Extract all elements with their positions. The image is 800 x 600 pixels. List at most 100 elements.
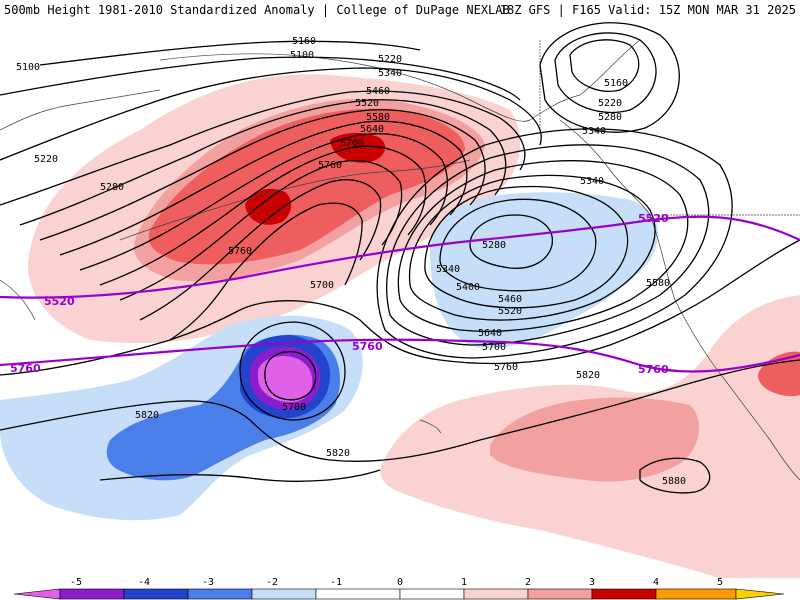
contour-label: 5340 [580,176,604,187]
legend-swatch-neg2 [251,588,317,600]
coastline-alaska [159,39,641,122]
legend-tick: 4 [653,577,659,588]
contour-5820-main [0,359,800,462]
contour-label: 5220 [378,54,402,65]
contour-5580-low [386,144,710,346]
coastline-russia [0,89,161,321]
contour-label: 5280 [598,112,622,123]
legend-tick: 1 [461,577,467,588]
anomaly-legend: -5 -4 -3 -2 -1 0 1 2 3 4 5 [13,577,785,600]
coastline-us-west [649,214,800,481]
contour-5640-low [376,128,733,359]
legend-swatch-pos0 [399,588,465,600]
contour-label: 5820 [326,448,350,459]
contour-label: 5760 [494,362,518,373]
contour-label: 5520 [498,306,522,317]
contour-label: 5280 [100,182,124,193]
contour-label: 5640 [478,328,502,339]
legend-tick: -1 [330,577,342,588]
contour-label: 5880 [662,476,686,487]
contour-label: 5760 [318,160,342,171]
anomaly-map: 5100 5160 5100 5220 5340 5460 5520 5580 … [0,20,800,578]
coastline-bc [559,119,651,216]
contour-5820-b [99,469,381,482]
legend-swatch-neg45 [59,588,125,600]
contour-5160 [0,56,521,101]
contour-label: 5400 [456,282,480,293]
reference-contours [0,215,800,373]
contour-5340-low [439,198,597,292]
contour-5100 [39,40,421,66]
contour-label: 5580 [366,112,390,123]
legend-tick: 2 [525,577,531,588]
contour-5760-low [239,321,346,421]
contour-label: 5280 [482,240,506,251]
contour-label: 5460 [366,86,390,97]
reference-label: 5520 [44,295,75,308]
contour-label: 5340 [436,264,460,275]
legend-tick: 0 [397,577,403,588]
contour-5640a [119,159,403,301]
legend-tick: 5 [717,577,723,588]
contour-label: 5100 [290,50,314,61]
contour-label: 5460 [498,294,522,305]
anomaly-pos2-subtropics [490,397,700,482]
contour-5880 [639,457,711,494]
legend-tick-labels: -5 -4 -3 -2 -1 0 1 2 3 4 5 [70,577,723,588]
contour-5760-main [0,239,800,376]
contour-5700-low [264,351,317,401]
contour-label: 5700 [282,402,306,413]
reference-label: 5760 [10,362,41,375]
legend-swatch-pos5 [735,588,785,600]
reference-label: 5520 [638,212,669,225]
legend-tick: 3 [589,577,595,588]
map-title: 500mb Height 1981-2010 Standardized Anom… [4,3,510,17]
contour-ne-5220 [554,32,657,114]
anomaly-pos4-core-b [330,132,386,163]
reference-labels: 5520 5760 5520 5760 5760 [10,212,669,376]
contour-label: 5340 [378,68,402,79]
anomaly-pos4-core-a [245,188,292,225]
contour-5340a [19,99,507,226]
contour-labels: 5100 5160 5100 5220 5340 5460 5520 5580 … [16,36,686,487]
legend-tick: -5 [70,577,82,588]
contour-5580a [99,145,427,286]
contour-5520-low [397,160,689,332]
height-contours [0,22,800,494]
contour-5400-low [424,185,629,309]
contour-label: 5580 [646,278,670,289]
anomaly-neg5-low [258,356,313,403]
legend-swatch-pos2 [527,588,593,600]
contour-label: 5820 [135,410,159,421]
legend-tick: -4 [138,577,150,588]
contour-label: 5100 [16,62,40,73]
contour-5400a [39,109,486,241]
coastline-hawaii [419,419,442,434]
contour-5700a [139,179,382,321]
contour-ne-5280 [539,22,680,133]
reference-label: 5760 [638,363,669,376]
contour-label: 5700 [340,138,364,149]
legend-color-bar [13,588,785,600]
contour-5760a [169,202,363,341]
contour-label: 5160 [292,36,316,47]
legend-swatch-neg4 [123,588,189,600]
legend-swatch-neg1 [315,588,401,600]
anomaly-neg1-trough [430,192,659,349]
contour-label: 5640 [360,124,384,135]
reference-label: 5760 [352,340,383,353]
legend-swatch-neg3 [187,588,253,600]
contour-label: 5760 [228,246,252,257]
contour-5280a [0,90,526,206]
legend-swatch-pos1 [463,588,529,600]
contour-label: 5160 [604,78,628,89]
map-header: 500mb Height 1981-2010 Standardized Anom… [0,0,800,20]
contour-5220a [0,67,542,161]
model-run-info: 18Z GFS | F165 Valid: 15Z MON MAR 31 202… [499,3,796,17]
legend-tick: -3 [202,577,214,588]
legend-swatch-neg5 [13,588,61,600]
contour-label: 5700 [482,342,506,353]
contour-label: 5220 [34,154,58,165]
coastlines [0,39,800,481]
